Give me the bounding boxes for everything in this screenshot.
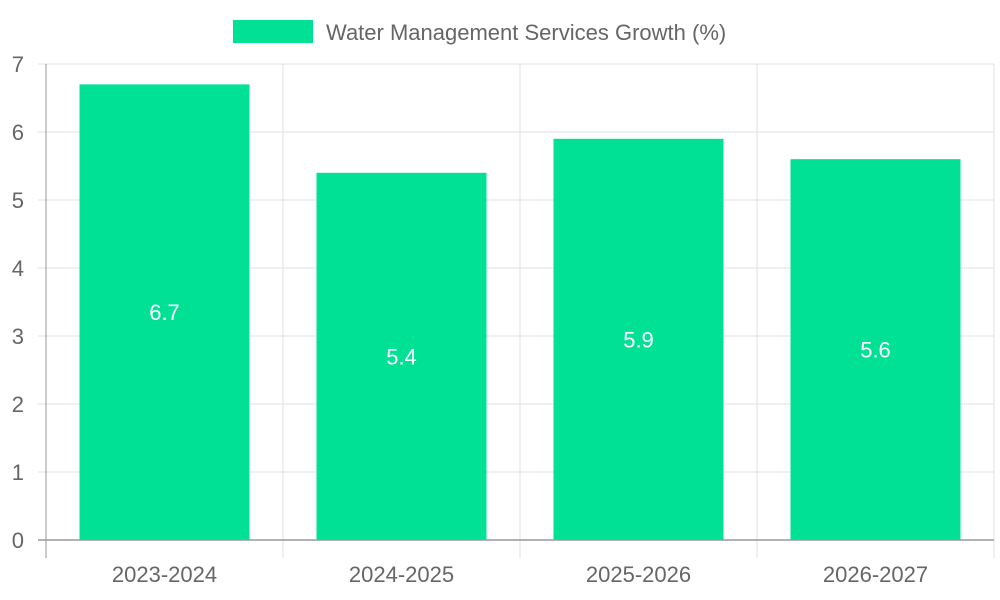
y-tick-label: 4 xyxy=(12,256,24,281)
x-tick-label: 2024-2025 xyxy=(349,562,454,587)
axes xyxy=(38,64,994,558)
bar xyxy=(79,84,250,541)
y-tick-label: 0 xyxy=(12,528,24,553)
legend-label: Water Management Services Growth (%) xyxy=(326,20,726,45)
bar xyxy=(316,172,487,541)
y-tick-label: 6 xyxy=(12,120,24,145)
x-tick-label: 2026-2027 xyxy=(823,562,928,587)
x-tick-label: 2023-2024 xyxy=(112,562,217,587)
legend[interactable]: Water Management Services Growth (%) xyxy=(233,20,726,45)
data-labels: 6.7 5.4 5.9 5.6 xyxy=(149,300,891,369)
x-axis-ticks: 2023-2024 2024-2025 2025-2026 2026-2027 xyxy=(112,562,928,587)
y-tick-label: 1 xyxy=(12,460,24,485)
data-label: 6.7 xyxy=(149,300,180,325)
bar xyxy=(553,138,724,541)
y-tick-label: 2 xyxy=(12,392,24,417)
bars xyxy=(79,84,961,541)
legend-swatch xyxy=(233,20,313,43)
y-axis-ticks: 0 1 2 3 4 5 6 7 xyxy=(12,52,24,553)
y-tick-label: 5 xyxy=(12,188,24,213)
bar xyxy=(790,159,961,540)
x-tick-label: 2025-2026 xyxy=(586,562,691,587)
y-tick-label: 3 xyxy=(12,324,24,349)
data-label: 5.6 xyxy=(860,338,891,363)
data-label: 5.4 xyxy=(386,344,417,369)
y-tick-label: 7 xyxy=(12,52,24,77)
data-label: 5.9 xyxy=(623,327,654,352)
